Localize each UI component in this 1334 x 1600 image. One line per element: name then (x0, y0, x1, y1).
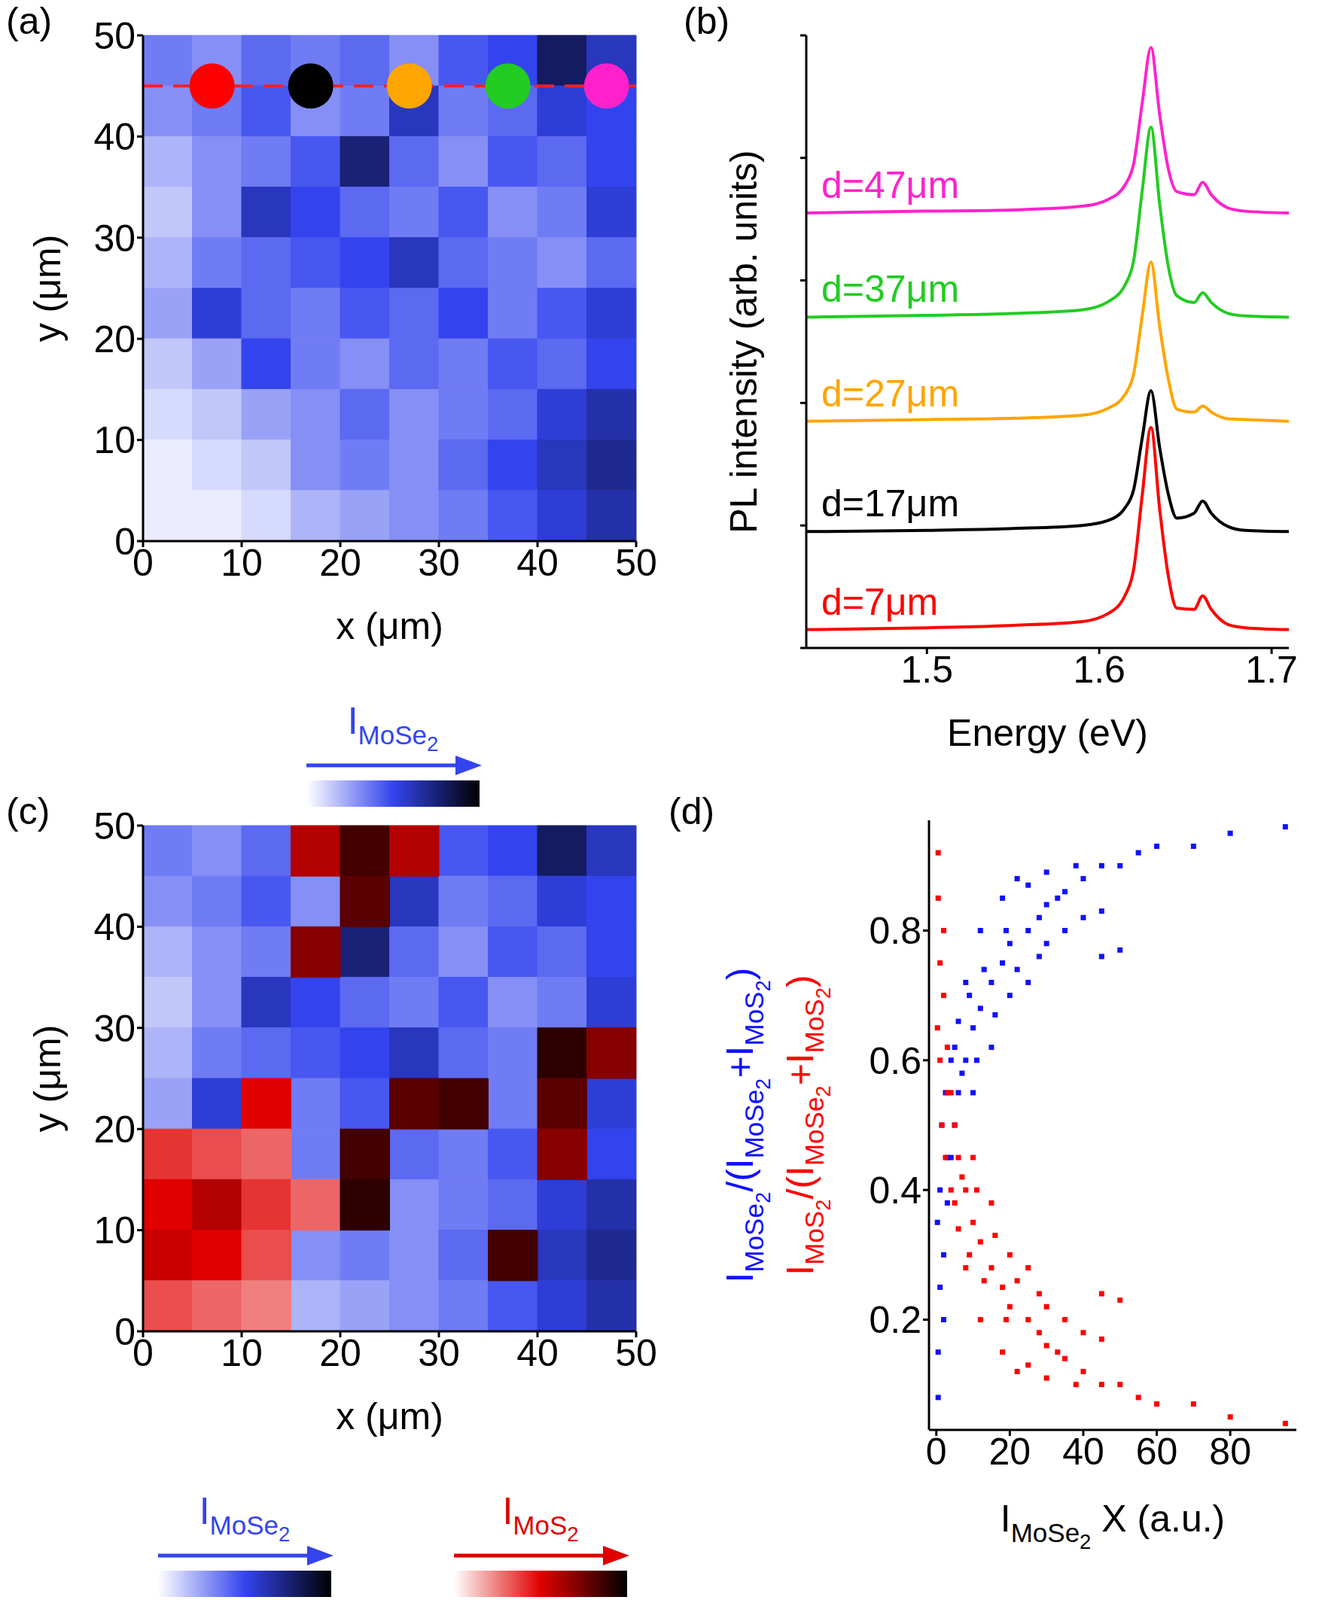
svg-text:40: 40 (93, 906, 136, 949)
svg-text:40: 40 (1062, 1431, 1105, 1474)
svg-text:10: 10 (220, 1332, 263, 1375)
svg-text:Energy (eV): Energy (eV) (947, 712, 1149, 755)
svg-text:IMoSe2 X (a.u.): IMoSe2 X (a.u.) (1000, 1498, 1225, 1554)
svg-text:0.8: 0.8 (868, 910, 922, 953)
svg-text:30: 30 (417, 542, 460, 585)
svg-text:y (μm): y (μm) (26, 234, 69, 343)
svg-text:10: 10 (93, 419, 136, 462)
svg-text:30: 30 (417, 1332, 460, 1375)
svg-text:d=7μm: d=7μm (821, 581, 939, 624)
svg-text:d=27μm: d=27μm (821, 372, 960, 415)
svg-text:0.4: 0.4 (868, 1169, 922, 1213)
svg-text:1.5: 1.5 (900, 648, 954, 692)
svg-text:20: 20 (93, 318, 136, 361)
svg-text:40: 40 (516, 1332, 559, 1375)
svg-text:40: 40 (93, 115, 136, 159)
svg-text:10: 10 (220, 542, 263, 585)
svg-text:80: 80 (1209, 1431, 1252, 1474)
svg-text:x (μm): x (μm) (335, 605, 444, 648)
svg-text:(b): (b) (683, 0, 730, 43)
svg-text:20: 20 (319, 1332, 362, 1375)
svg-text:(a): (a) (6, 0, 52, 43)
svg-text:20: 20 (989, 1431, 1032, 1474)
svg-text:IMoS2/(IMoSe2+IMoS2): IMoS2/(IMoSe2+IMoS2) (779, 974, 835, 1276)
svg-text:40: 40 (516, 542, 559, 585)
svg-text:0: 0 (132, 1332, 154, 1375)
svg-text:0: 0 (114, 520, 136, 564)
svg-text:IMoSe2/(IMoSe2+IMoS2): IMoSe2/(IMoSe2+IMoS2) (718, 968, 775, 1284)
svg-text:0.6: 0.6 (868, 1040, 922, 1083)
svg-text:d=47μm: d=47μm (821, 164, 960, 207)
svg-text:60: 60 (1136, 1431, 1179, 1474)
svg-text:0: 0 (114, 1311, 136, 1354)
svg-text:10: 10 (93, 1209, 136, 1252)
svg-text:20: 20 (319, 542, 362, 585)
svg-text:1.6: 1.6 (1072, 648, 1126, 692)
svg-text:(c): (c) (6, 790, 50, 833)
svg-text:d=17μm: d=17μm (821, 482, 960, 525)
svg-text:PL intensity (arb. units): PL intensity (arb. units) (722, 149, 765, 533)
svg-text:x (μm): x (μm) (335, 1395, 444, 1438)
svg-text:IMoSe2: IMoSe2 (199, 1490, 291, 1547)
svg-text:IMoS2: IMoS2 (502, 1490, 579, 1547)
svg-text:d=37μm: d=37μm (821, 268, 960, 311)
svg-text:0: 0 (132, 542, 154, 585)
svg-text:50: 50 (615, 542, 658, 585)
svg-text:y (μm): y (μm) (26, 1025, 69, 1133)
svg-text:0: 0 (925, 1431, 948, 1474)
svg-text:50: 50 (93, 805, 136, 848)
svg-text:50: 50 (93, 15, 136, 58)
svg-text:30: 30 (93, 217, 136, 260)
svg-text:0.2: 0.2 (868, 1299, 922, 1342)
svg-text:1.7: 1.7 (1245, 648, 1298, 692)
svg-text:(d): (d) (668, 790, 715, 833)
svg-text:IMoSe2: IMoSe2 (347, 700, 439, 756)
svg-text:20: 20 (93, 1108, 136, 1152)
svg-text:50: 50 (615, 1332, 658, 1375)
svg-text:30: 30 (93, 1008, 136, 1051)
